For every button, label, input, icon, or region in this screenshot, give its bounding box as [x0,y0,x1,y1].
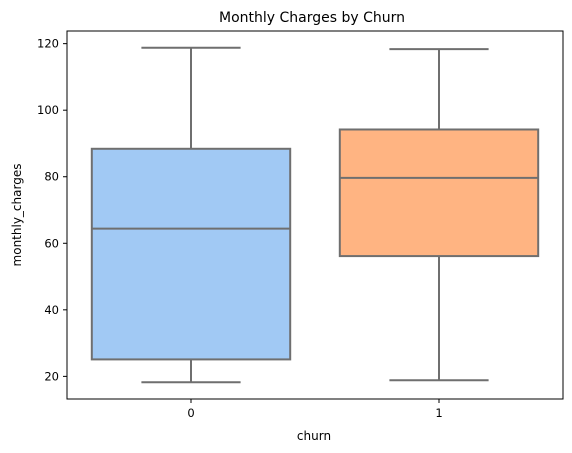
iqr-box [338,128,540,258]
iqr-box [90,147,292,361]
chart-title: Monthly Charges by Churn [219,10,405,26]
x-tick-label: 1 [435,406,442,420]
y-tick-label: 100 [37,103,59,117]
y-tick-label: 120 [37,37,59,51]
x-axis-label: churn [297,429,331,443]
box-group-0 [90,46,292,384]
plot-frame [66,30,564,400]
y-tick-label: 80 [44,170,59,184]
y-axis: 20 40 60 80 100 120 [37,37,67,383]
y-tick-label: 40 [44,303,59,317]
box-group-1 [338,48,540,382]
y-axis-label: monthly_charges [10,164,24,267]
y-tick-label: 60 [44,236,59,250]
x-tick-label: 0 [187,406,194,420]
y-tick-label: 20 [44,369,59,383]
plot-area [66,30,564,400]
